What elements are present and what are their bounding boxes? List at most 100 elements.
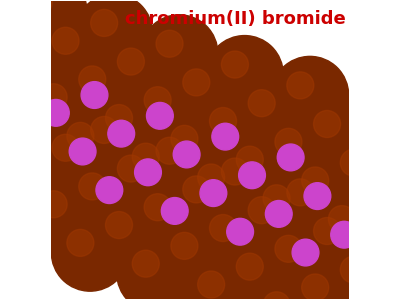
Circle shape [0,59,22,136]
Circle shape [90,89,167,166]
Circle shape [67,122,94,149]
Circle shape [63,50,140,128]
Circle shape [325,241,400,300]
Circle shape [182,148,260,226]
Circle shape [0,30,75,107]
Circle shape [358,260,384,287]
Circle shape [265,200,292,227]
Circle shape [222,158,248,185]
Circle shape [292,239,319,266]
Circle shape [167,160,244,238]
Circle shape [63,158,140,235]
Circle shape [91,116,118,143]
Circle shape [233,181,310,259]
Circle shape [271,164,349,241]
Circle shape [313,190,390,267]
Circle shape [198,164,225,191]
Circle shape [227,218,254,245]
Circle shape [25,68,102,146]
Circle shape [13,45,40,72]
Circle shape [52,27,79,54]
Circle shape [194,92,271,169]
Circle shape [106,212,132,239]
Circle shape [52,134,79,161]
Circle shape [248,276,325,300]
Circle shape [67,230,94,256]
Circle shape [367,188,394,215]
Circle shape [156,110,233,187]
Circle shape [298,95,375,172]
Circle shape [233,74,310,152]
Circle shape [25,0,52,16]
Circle shape [210,214,236,242]
Circle shape [117,235,194,300]
Circle shape [13,152,40,179]
Circle shape [328,206,356,233]
Circle shape [75,0,152,71]
Circle shape [0,98,48,175]
Circle shape [0,6,14,34]
Circle shape [40,191,67,218]
Circle shape [314,110,340,137]
Circle shape [198,271,225,298]
Circle shape [51,214,129,291]
Circle shape [275,128,302,155]
Circle shape [156,217,233,294]
Circle shape [36,119,114,196]
Circle shape [194,199,271,276]
Circle shape [140,122,218,199]
Circle shape [51,107,129,184]
Circle shape [146,102,173,129]
Circle shape [314,218,340,244]
Circle shape [302,167,329,194]
Circle shape [79,66,106,93]
Circle shape [313,297,390,300]
Circle shape [40,84,67,111]
Circle shape [340,149,367,176]
Circle shape [331,221,358,248]
Circle shape [108,120,135,147]
Circle shape [206,36,283,113]
Circle shape [132,143,159,170]
Circle shape [287,72,314,99]
Circle shape [271,56,349,134]
Circle shape [248,197,275,224]
Circle shape [221,131,298,208]
Circle shape [96,177,123,203]
Circle shape [352,279,400,300]
Circle shape [140,15,218,92]
Circle shape [102,140,179,217]
Circle shape [171,125,198,152]
Circle shape [221,238,298,300]
Circle shape [25,175,102,253]
Circle shape [239,162,265,189]
Circle shape [132,250,159,277]
Circle shape [378,211,400,288]
Circle shape [0,0,22,30]
Circle shape [212,123,239,150]
Circle shape [75,101,152,178]
Circle shape [236,146,263,173]
Circle shape [260,113,337,190]
Circle shape [10,80,87,158]
Circle shape [79,173,106,200]
Circle shape [222,51,248,78]
Circle shape [183,176,210,203]
Circle shape [352,172,400,250]
Circle shape [102,33,179,110]
Circle shape [182,256,260,300]
Circle shape [183,69,210,96]
Circle shape [106,104,132,132]
Circle shape [263,292,290,300]
Circle shape [10,0,87,50]
Circle shape [298,202,375,279]
Circle shape [0,136,75,214]
Circle shape [117,128,194,205]
Circle shape [161,198,188,224]
Circle shape [135,159,161,186]
Circle shape [248,169,325,247]
Circle shape [16,61,42,88]
Circle shape [81,82,108,108]
Circle shape [367,295,394,300]
Circle shape [302,274,329,300]
